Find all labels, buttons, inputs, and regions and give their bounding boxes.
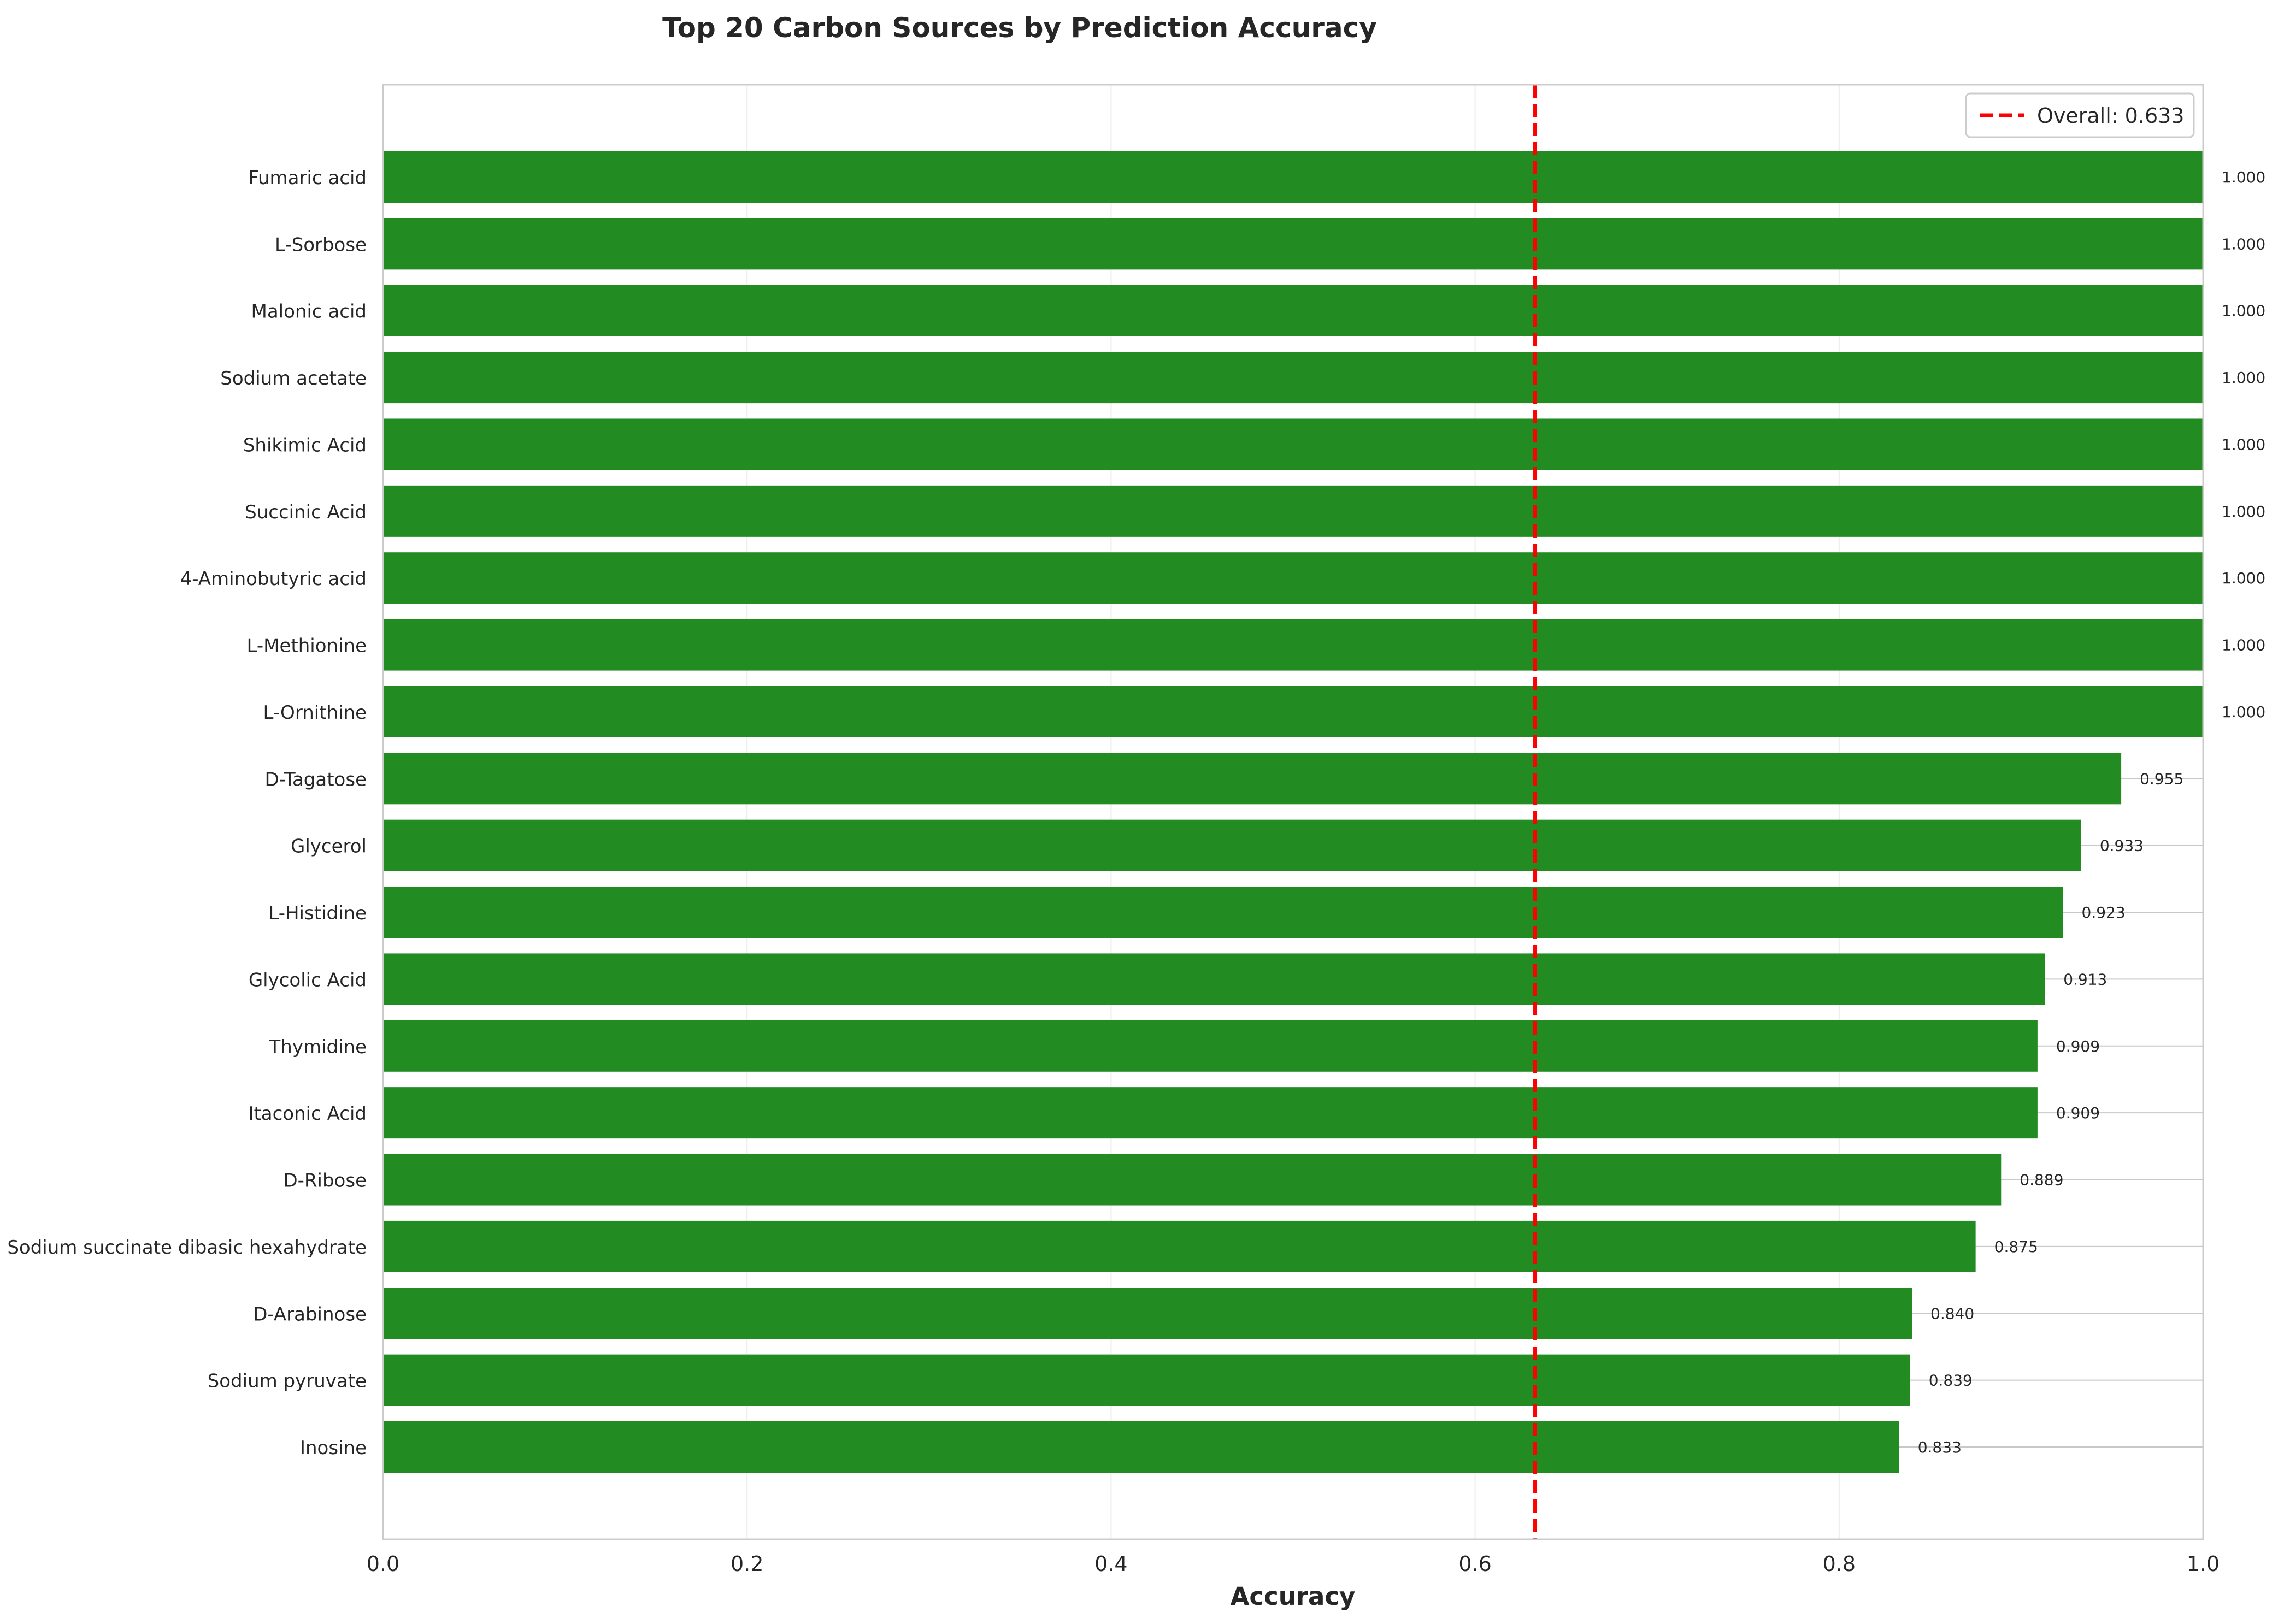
category-label: Thymidine [269, 1036, 367, 1058]
value-label: 0.923 [2082, 903, 2126, 922]
value-label: 0.933 [2100, 837, 2144, 855]
bar [383, 753, 2122, 805]
value-label: 1.000 [2222, 235, 2265, 253]
value-label: 0.833 [1918, 1438, 1962, 1456]
x-tick-label: 0.8 [1823, 1552, 1856, 1576]
value-label: 1.000 [2222, 302, 2265, 320]
value-label: 0.909 [2056, 1104, 2100, 1122]
x-axis-ticks: 0.0 0.2 0.4 0.6 0.8 1.0 [367, 1552, 2220, 1576]
bar [383, 151, 2203, 203]
category-label: L-Sorbose [275, 234, 367, 256]
bar [383, 1020, 2038, 1072]
bar [383, 285, 2203, 336]
category-label: 4-Aminobutyric acid [180, 568, 367, 590]
value-label: 0.909 [2056, 1037, 2100, 1055]
value-label: 1.000 [2222, 435, 2265, 453]
value-label: 1.000 [2222, 168, 2265, 186]
bar [383, 1288, 1912, 1339]
legend: Overall: 0.633 [1965, 92, 2195, 138]
legend-box [1965, 92, 2195, 138]
bar [383, 953, 2045, 1005]
category-label: Glycerol [291, 836, 367, 858]
category-label: Inosine [300, 1437, 367, 1459]
chart-title: Top 20 Carbon Sources by Prediction Accu… [662, 12, 1377, 44]
value-label: 1.000 [2222, 369, 2265, 387]
category-label: D-Arabinose [253, 1303, 367, 1325]
value-labels: 1.000 1.000 1.000 1.000 1.000 1.000 1.000 1.000… [1918, 168, 2265, 1456]
value-label: 0.875 [1994, 1238, 2038, 1256]
x-tick-label: 1.0 [2187, 1552, 2220, 1576]
category-label: L-Methionine [247, 635, 367, 657]
category-label: D-Tagatose [265, 769, 367, 790]
value-label: 1.000 [2222, 569, 2265, 587]
category-label: Malonic acid [251, 301, 367, 323]
category-label: Sodium succinate dibasic hexahydrate [7, 1237, 367, 1259]
plot-frame [382, 84, 2204, 1540]
bar [383, 1421, 1899, 1473]
value-label: 1.000 [2222, 703, 2265, 721]
value-label: 0.889 [2020, 1171, 2063, 1189]
value-label: 0.913 [2063, 970, 2107, 988]
category-label: Fumaric acid [248, 167, 367, 189]
value-label: 0.839 [1929, 1372, 1973, 1390]
category-labels: Fumaric acid L-Sorbose Malonic acid Sodium … [7, 167, 367, 1459]
bar [383, 819, 2081, 871]
bars [383, 151, 2203, 1473]
value-label: 1.000 [2222, 636, 2265, 654]
bar [383, 686, 2203, 737]
category-label: Succinic Acid [245, 501, 367, 523]
bar [383, 418, 2203, 470]
x-tick-label: 0.4 [1094, 1552, 1127, 1576]
category-label: D-Ribose [283, 1170, 367, 1192]
bar [383, 1220, 1976, 1272]
category-label: Itaconic Acid [248, 1103, 367, 1125]
value-label: 1.000 [2222, 503, 2265, 521]
category-label: Sodium pyruvate [208, 1371, 367, 1392]
bar [383, 619, 2203, 671]
category-label: Glycolic Acid [249, 969, 367, 991]
legend-label: Overall: 0.633 [2037, 104, 2184, 128]
bar [383, 1087, 2038, 1139]
x-tick-label: 0.6 [1458, 1552, 1491, 1576]
category-label: Sodium acetate [220, 368, 367, 389]
bar [383, 352, 2203, 404]
bar [383, 1154, 2002, 1206]
x-axis-label: Accuracy [1231, 1582, 1356, 1611]
bar [383, 887, 2063, 938]
category-label: Shikimic Acid [243, 434, 367, 456]
bar [383, 1354, 1910, 1406]
category-label: L-Histidine [268, 902, 367, 924]
value-label: 0.955 [2140, 770, 2183, 788]
value-label: 0.840 [1930, 1304, 1974, 1322]
x-tick-label: 0.2 [731, 1552, 763, 1576]
category-label: L-Ornithine [263, 702, 367, 724]
bar [383, 552, 2203, 604]
bar [383, 218, 2203, 270]
x-tick-label: 0.0 [367, 1552, 399, 1576]
bar [383, 485, 2203, 537]
